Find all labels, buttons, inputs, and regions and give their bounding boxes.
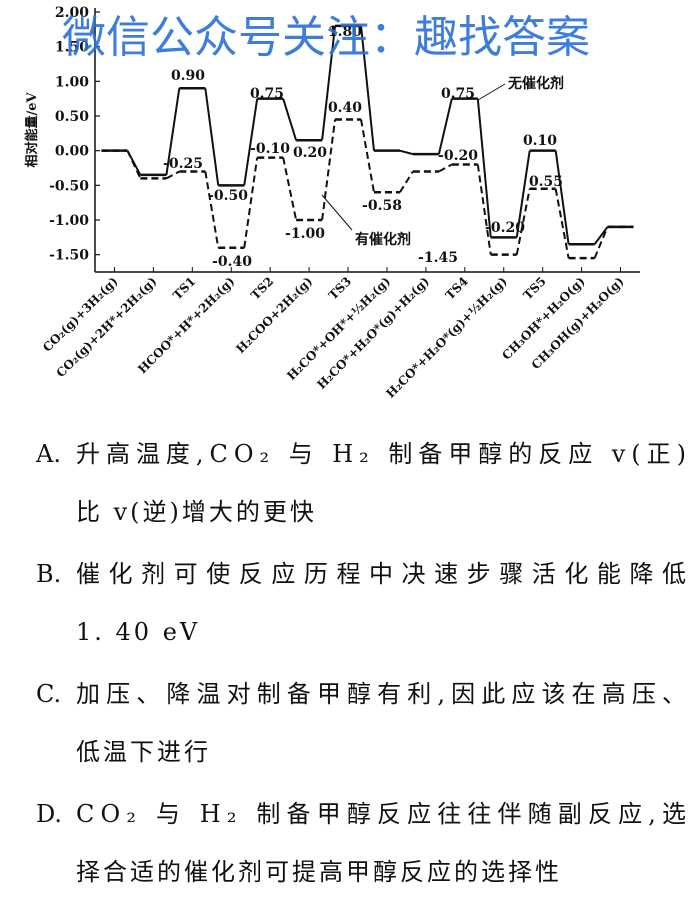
energy-label: -0.58 xyxy=(362,198,402,214)
option-label: C. xyxy=(36,680,61,708)
energy-label: -0.10 xyxy=(250,141,290,157)
energy-label: -0.25 xyxy=(163,156,203,172)
connector xyxy=(476,98,492,238)
connector xyxy=(554,150,570,245)
option-label: B. xyxy=(36,560,61,588)
option-text: 升高温度,CO₂ 与 H₂ 制备甲醇的反应 v(正) xyxy=(76,440,686,468)
x-tick-label: TS2 xyxy=(248,274,276,302)
option-text: 催化剂可使反应历程中决速步骤活化能降低 xyxy=(76,560,686,588)
energy-label: 0.55 xyxy=(529,174,563,190)
y-tick-label: -1.50 xyxy=(49,248,89,264)
connector xyxy=(515,150,531,238)
energy-label: 0.10 xyxy=(523,133,557,149)
x-tick-label: H₂COO+2H₂(g) xyxy=(233,274,315,356)
energy-label: -0.20 xyxy=(438,148,478,164)
option-text: 低温下进行 xyxy=(76,738,211,766)
energy-label: 0.40 xyxy=(328,100,362,116)
option-label: D. xyxy=(36,800,62,828)
connector xyxy=(321,25,337,141)
connector xyxy=(282,157,298,221)
legend-label: 有催化剂 xyxy=(355,231,411,248)
energy-label: -1.45 xyxy=(418,250,458,266)
connector xyxy=(593,226,609,245)
x-tick-label: TS5 xyxy=(521,274,549,302)
energy-label: -0.20 xyxy=(485,220,525,236)
option-text: 1. 40 eV xyxy=(76,618,200,646)
y-tick-label: -0.50 xyxy=(49,178,89,194)
y-tick-label: 1.50 xyxy=(55,40,89,56)
legend-label: 无催化剂 xyxy=(507,75,564,92)
connector xyxy=(593,226,609,259)
option-text: CO₂ 与 H₂ 制备甲醇反应往往伴随副反应,选 xyxy=(76,800,686,828)
energy-label: 0.20 xyxy=(293,145,327,161)
x-tick-label: TS1 xyxy=(170,274,198,302)
energy-label: -0.50 xyxy=(208,188,248,204)
connector xyxy=(515,188,531,255)
connector xyxy=(399,149,414,156)
y-tick-label: 0.50 xyxy=(55,109,89,125)
y-tick-label: -1.00 xyxy=(49,213,89,229)
option-text: 择合适的催化剂可提高甲醇反应的选择性 xyxy=(76,858,562,886)
connector xyxy=(126,150,142,179)
y-axis-label: 相对能量/eV xyxy=(24,92,40,168)
option-text: 比 v(逆)增大的更快 xyxy=(76,498,317,526)
y-tick-label: 1.00 xyxy=(55,74,89,90)
x-tick-label: TS4 xyxy=(443,274,471,302)
connector xyxy=(243,157,259,248)
energy-label: 0.75 xyxy=(250,86,284,102)
connector xyxy=(437,98,453,155)
watermark: 微信公众号关注：趣找答案 xyxy=(62,12,590,63)
connector xyxy=(165,88,181,176)
connector xyxy=(282,98,298,141)
option-text: 加压、降温对制备甲醇有利,因此应该在高压、 xyxy=(76,680,686,708)
connector xyxy=(243,98,259,186)
connector xyxy=(360,25,375,151)
x-tick-label: TS3 xyxy=(326,274,354,302)
legend-leader xyxy=(321,194,353,231)
energy-label: 0.90 xyxy=(171,68,205,84)
y-tick-label: 0.00 xyxy=(55,144,89,160)
connector xyxy=(360,119,375,193)
connector xyxy=(438,163,453,173)
energy-label: 1.80 xyxy=(328,24,362,40)
legend-leader xyxy=(477,83,506,101)
option-label: A. xyxy=(35,440,61,468)
connector xyxy=(399,170,414,193)
energy-label: 0.75 xyxy=(441,86,475,102)
connector xyxy=(554,188,570,259)
y-tick-label: 2.00 xyxy=(55,5,89,21)
energy-label: -1.00 xyxy=(285,226,325,242)
connector xyxy=(204,171,220,248)
connector xyxy=(165,170,180,180)
connector xyxy=(476,164,492,255)
connector xyxy=(321,119,337,221)
energy-label: -0.40 xyxy=(212,254,252,270)
connector xyxy=(204,88,220,186)
